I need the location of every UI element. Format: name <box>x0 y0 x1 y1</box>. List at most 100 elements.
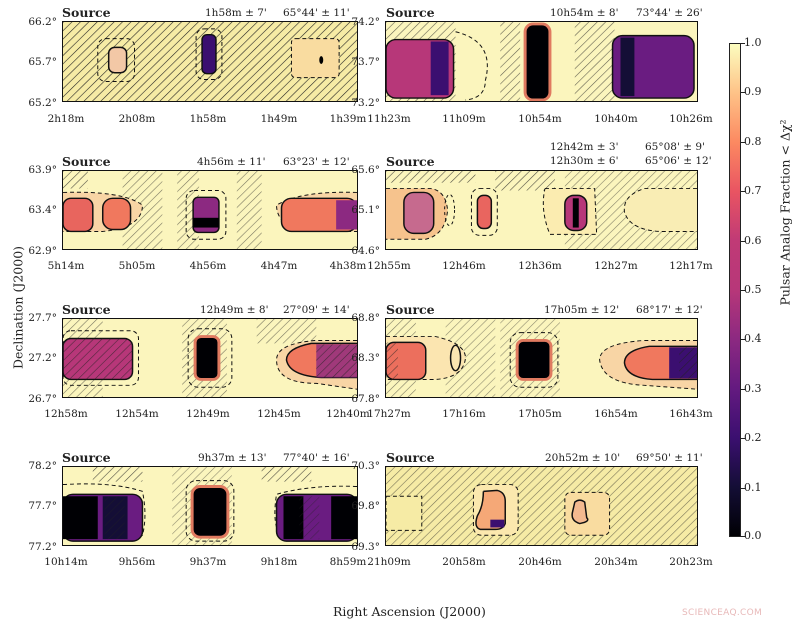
panel-dec: 69°50' ± 11' <box>636 452 703 464</box>
panel-ra: 17h05m ± 12' <box>544 304 620 316</box>
panel-dec: 27°09' ± 14' <box>283 304 350 316</box>
x-tick: 10h26m <box>669 113 713 125</box>
colorbar-tick: 0.9 <box>744 85 762 98</box>
colorbar-tick-mark <box>741 241 745 242</box>
x-tick: 12h54m <box>115 408 159 420</box>
x-tick: 1h49m <box>260 113 298 125</box>
colorbar-tick: 0.7 <box>744 184 762 197</box>
panel-dec: 65°44' ± 11' <box>283 7 350 19</box>
y-tick: 68.3° <box>351 352 380 364</box>
x-tick: 9h56m <box>118 556 156 568</box>
x-tick: 12h58m <box>44 408 88 420</box>
colorbar-tick: 0.0 <box>744 529 762 542</box>
x-tick: 4h38m <box>329 260 367 272</box>
panel-ra: 12h42m ± 3' <box>550 141 619 153</box>
y-tick: 67.8° <box>351 393 380 405</box>
x-tick: 17h27m <box>367 408 411 420</box>
x-tick: 20h34m <box>594 556 638 568</box>
x-tick: 4h56m <box>189 260 227 272</box>
colorbar-tick: 0.2 <box>744 431 762 444</box>
colorbar-tick: 0.8 <box>744 135 762 148</box>
x-tick: 8h59m <box>329 556 367 568</box>
heatmap-plot <box>385 466 698 546</box>
colorbar-tick-mark <box>741 438 745 439</box>
y-tick: 65.1° <box>351 204 380 216</box>
y-tick: 65.7° <box>28 56 57 68</box>
y-tick: 27.7° <box>28 312 57 324</box>
heatmap-plot <box>62 21 358 102</box>
colorbar-label: Pulsar Analog Fraction < Δχ² <box>777 119 793 306</box>
panel-dec: 73°44' ± 26' <box>636 7 703 19</box>
x-tick: 12h17m <box>669 260 713 272</box>
panel-ra: 9h37m ± 13' <box>198 452 267 464</box>
colorbar-tick: 0.6 <box>744 234 762 247</box>
colorbar-tick-mark <box>741 92 745 93</box>
y-tick: 73.7° <box>351 56 380 68</box>
colorbar-tick-mark <box>741 142 745 143</box>
x-tick: 9h37m <box>189 556 227 568</box>
x-tick: 11h09m <box>442 113 486 125</box>
y-tick: 27.2° <box>28 352 57 364</box>
colorbar <box>729 43 741 537</box>
colorbar-tick: 0.4 <box>744 332 762 345</box>
heatmap-plot <box>62 318 358 398</box>
panel-ra: 1h58m ± 7' <box>205 7 267 19</box>
y-tick: 66.2° <box>28 16 57 28</box>
x-tick: 12h45m <box>257 408 301 420</box>
y-tick: 70.3° <box>351 460 380 472</box>
y-tick: 62.9° <box>28 245 57 257</box>
x-tick: 5h05m <box>118 260 156 272</box>
colorbar-tick: 1.0 <box>744 36 762 49</box>
y-tick: 64.6° <box>351 245 380 257</box>
panel-dec: 63°23' ± 12' <box>283 156 350 168</box>
x-tick: 20h58m <box>442 556 486 568</box>
heatmap-plot <box>62 466 358 546</box>
x-tick: 20h46m <box>518 556 562 568</box>
x-tick: 12h36m <box>518 260 562 272</box>
y-tick: 65.6° <box>351 164 380 176</box>
y-tick: 69.3° <box>351 541 380 553</box>
colorbar-tick-mark <box>741 488 745 489</box>
panel-ra: 4h56m ± 11' <box>197 156 266 168</box>
y-tick: 63.4° <box>28 204 57 216</box>
colorbar-tick-mark <box>741 43 745 44</box>
y-tick: 77.2° <box>28 541 57 553</box>
watermark: SCIENCEAQ.COM <box>682 608 763 618</box>
x-tick: 9h18m <box>260 556 298 568</box>
heatmap-plot <box>385 318 698 398</box>
heatmap-plot <box>62 170 358 250</box>
colorbar-tick-mark <box>741 290 745 291</box>
panel-ra-2: 12h30m ± 6' <box>550 155 619 167</box>
x-axis-label: Right Ascension (J2000) <box>333 604 486 619</box>
y-tick: 63.9° <box>28 164 57 176</box>
x-tick: 16h43m <box>669 408 713 420</box>
colorbar-tick-mark <box>741 389 745 390</box>
panel-ra: 12h49m ± 8' <box>200 304 269 316</box>
y-tick: 73.2° <box>351 97 380 109</box>
panel-dec: 65°08' ± 9' <box>645 141 705 153</box>
heatmap-plot <box>385 170 698 250</box>
x-tick: 12h55m <box>367 260 411 272</box>
x-tick: 1h39m <box>329 113 367 125</box>
panel-dec: 77°40' ± 16' <box>283 452 350 464</box>
x-tick: 10h14m <box>44 556 88 568</box>
x-tick: 20h23m <box>669 556 713 568</box>
colorbar-tick-mark <box>741 339 745 340</box>
x-tick: 10h40m <box>594 113 638 125</box>
x-tick: 10h54m <box>518 113 562 125</box>
x-tick: 5h14m <box>47 260 85 272</box>
colorbar-tick-mark <box>741 536 745 537</box>
colorbar-tick: 0.3 <box>744 382 762 395</box>
panel-dec-2: 65°06' ± 12' <box>645 155 712 167</box>
y-tick: 74.2° <box>351 16 380 28</box>
x-tick: 12h46m <box>442 260 486 272</box>
x-tick: 12h40m <box>326 408 370 420</box>
x-tick: 2h08m <box>118 113 156 125</box>
y-tick: 68.8° <box>351 312 380 324</box>
x-tick: 16h54m <box>594 408 638 420</box>
x-tick: 12h49m <box>186 408 230 420</box>
heatmap-plot <box>385 21 698 102</box>
y-tick: 77.7° <box>28 500 57 512</box>
x-tick: 2h18m <box>47 113 85 125</box>
colorbar-tick-mark <box>741 191 745 192</box>
